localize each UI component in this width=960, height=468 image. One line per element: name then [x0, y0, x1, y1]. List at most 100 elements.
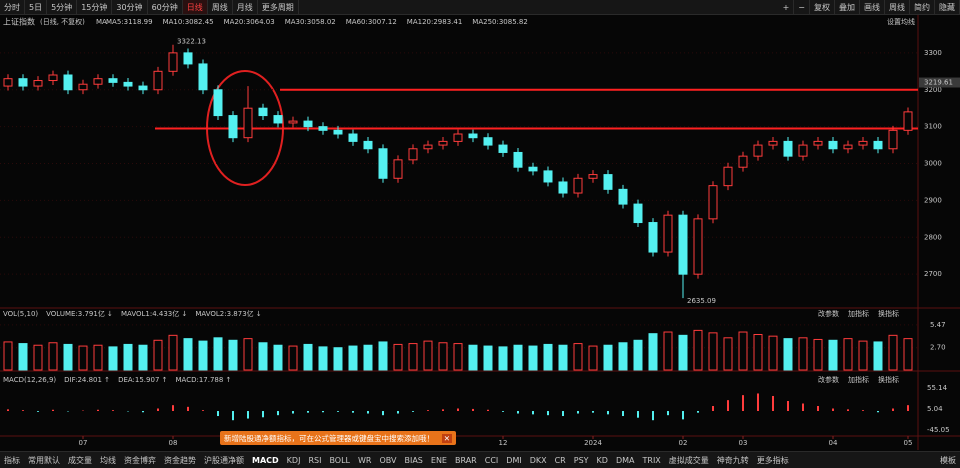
- indicator-tab[interactable]: ENE: [430, 455, 447, 465]
- indicator-tab[interactable]: 沪股通净额: [204, 455, 244, 465]
- indicator-tab[interactable]: 虚拟成交量: [668, 455, 709, 465]
- candle-body: [408, 148, 418, 161]
- high-label: 3322.13: [177, 38, 206, 46]
- volume-bar: [513, 344, 523, 371]
- indicator-tab[interactable]: 指标: [4, 455, 20, 465]
- panel-button[interactable]: 改参数: [818, 309, 839, 318]
- candle-body: [813, 140, 823, 146]
- x-tick-label: 03: [739, 439, 748, 447]
- tool-button[interactable]: 简约: [910, 0, 935, 14]
- indicator-tab[interactable]: 资金趋势: [164, 455, 196, 465]
- y-tick-label: 2800: [924, 233, 942, 241]
- indicator-tab[interactable]: 常用默认: [28, 455, 60, 465]
- toolbar: 分时 5日 5分钟 15分钟 30分钟 60分钟 日线 周线 月线 更多周期 + − 复权 叠加 画线 周线简…: [0, 0, 960, 15]
- indicator-tab[interactable]: PSY: [573, 455, 589, 465]
- candle-body: [783, 140, 793, 157]
- indicator-tab[interactable]: KD: [596, 455, 608, 465]
- indicator-tab[interactable]: 神奇九转: [716, 455, 749, 465]
- indicator-tab[interactable]: KDJ: [286, 455, 301, 465]
- period-button[interactable]: 周线: [208, 0, 233, 14]
- background: [0, 15, 960, 451]
- tool-button[interactable]: 叠加: [835, 0, 860, 14]
- panel-button[interactable]: 换指标: [878, 309, 899, 318]
- candle-body: [438, 140, 448, 146]
- indicator-tab[interactable]: DMA: [615, 455, 635, 465]
- candle-body: [588, 174, 598, 179]
- indicator-tab[interactable]: OBV: [379, 455, 397, 465]
- panel-button[interactable]: 改参数: [818, 375, 839, 384]
- period-button[interactable]: 5日: [25, 0, 48, 14]
- indicator-tabs: 指标 常用默认 成交量 均线 资金博弈 资金趋势 沪股通净额 MACD KDJ RSI BOLL WR…: [0, 451, 960, 468]
- period-button[interactable]: 30分钟: [112, 0, 148, 14]
- candle-body: [348, 133, 358, 142]
- ma-value: MA120:2983.41: [407, 18, 463, 26]
- template-tab[interactable]: 模板: [940, 455, 956, 465]
- candle-body: [858, 140, 868, 146]
- panel-button[interactable]: 加指标: [848, 309, 869, 318]
- panel-header: MAVOL1:4.433亿 ↓: [121, 309, 187, 318]
- period-button[interactable]: 5分钟: [47, 0, 78, 14]
- tool-button[interactable]: 隐藏: [935, 0, 960, 14]
- indicator-tab[interactable]: 成交量: [68, 455, 92, 465]
- candle-body: [333, 129, 343, 135]
- indicator-tab[interactable]: MACD: [252, 455, 279, 465]
- y-tick-label: 55.14: [927, 384, 948, 392]
- period-button[interactable]: 分时: [0, 0, 25, 14]
- candle-body: [888, 129, 898, 150]
- volume-bar: [243, 338, 253, 371]
- volume-bar: [198, 340, 208, 371]
- period-button[interactable]: 更多周期: [258, 0, 299, 14]
- index-mode: (日线, 不复权): [40, 17, 85, 26]
- volume-bar: [828, 339, 838, 371]
- candle-body: [3, 78, 13, 87]
- toast[interactable]: 新增陆股通净额指标，可在公式管理器或键盘宝中搜索添加哦！ ✕: [220, 431, 456, 445]
- volume-bar: [903, 338, 913, 371]
- index-name: 上证指数: [3, 17, 35, 27]
- period-button[interactable]: 60分钟: [148, 0, 183, 14]
- volume-bar: [663, 331, 673, 371]
- volume-bar: [588, 345, 598, 371]
- candle-body: [453, 133, 463, 142]
- tool-button[interactable]: 周线: [885, 0, 910, 14]
- tool-button[interactable]: −: [794, 0, 810, 14]
- volume-bar: [378, 341, 388, 371]
- x-tick-label: 04: [829, 439, 838, 447]
- indicator-tab[interactable]: RSI: [308, 455, 322, 465]
- volume-bar: [48, 342, 58, 371]
- period-button[interactable]: 月线: [233, 0, 258, 14]
- indicator-tab[interactable]: BIAS: [404, 455, 423, 465]
- candle-body: [318, 126, 328, 131]
- ma-setting[interactable]: 设置均线: [887, 17, 915, 26]
- indicator-tab[interactable]: CCI: [484, 455, 499, 465]
- tool-button[interactable]: 复权: [810, 0, 835, 14]
- indicator-tab[interactable]: 资金博弈: [124, 455, 156, 465]
- period-button[interactable]: 日线: [182, 0, 208, 14]
- toast-close[interactable]: ✕: [441, 433, 452, 443]
- indicator-tab[interactable]: DMI: [506, 455, 522, 465]
- panel-header: DIF:24.801 ↑: [64, 376, 110, 384]
- indicator-tab[interactable]: WR: [358, 455, 372, 465]
- ma-value: MA250:3085.82: [472, 18, 528, 26]
- panel-button[interactable]: 换指标: [878, 375, 899, 384]
- period-button[interactable]: 15分钟: [77, 0, 113, 14]
- volume-bar: [618, 342, 628, 371]
- panel-button[interactable]: 加指标: [848, 375, 869, 384]
- volume-bar: [18, 343, 28, 371]
- volume-bar: [333, 347, 343, 371]
- tool-button[interactable]: 画线: [860, 0, 885, 14]
- indicator-tab[interactable]: 均线: [100, 455, 116, 465]
- indicator-tab[interactable]: DKX: [529, 455, 547, 465]
- indicator-tab[interactable]: BOLL: [329, 455, 350, 465]
- indicator-tab[interactable]: 更多指标: [756, 455, 789, 465]
- indicator-tab[interactable]: TRIX: [642, 455, 661, 465]
- indicator-tab[interactable]: BRAR: [454, 455, 477, 465]
- indicator-tab[interactable]: CR: [554, 455, 566, 465]
- y-tick-label: 2900: [924, 196, 942, 204]
- chart: 上证指数 (日线, 不复权) MA 设置均线 MA5:3118.99 MA10:3…: [0, 15, 960, 451]
- volume-bar: [363, 344, 373, 371]
- tool-button[interactable]: +: [779, 0, 795, 14]
- candle-body: [603, 174, 613, 190]
- volume-bar: [768, 335, 778, 371]
- y-tick-label: 5.04: [927, 405, 943, 413]
- candle-body: [693, 218, 703, 275]
